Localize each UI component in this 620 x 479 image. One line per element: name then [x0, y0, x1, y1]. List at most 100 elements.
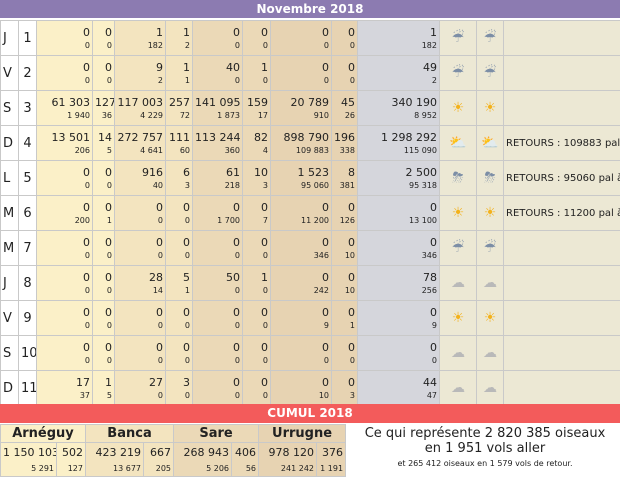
count-cell: 82 4 — [242, 125, 271, 161]
table-row: L 5 0 0 0 0 916 40 6 3 61 218 10 3 1 523 95 060 8 381 2 50… — [0, 160, 620, 196]
count-main: 40 — [226, 60, 240, 74]
count-main: 0 — [348, 270, 355, 284]
count-main: 0 — [183, 305, 190, 319]
total-sub: 2 — [431, 75, 437, 85]
count-main: 0 — [156, 235, 163, 249]
day-note — [503, 335, 620, 371]
count-main: 0 — [348, 200, 355, 214]
count-main: 28 — [149, 270, 163, 284]
sun-rain-icon: ⛈ — [452, 170, 464, 186]
count-sub: 0 — [84, 250, 90, 260]
count-cell: 0 10 — [331, 265, 358, 301]
day-name: V — [0, 55, 19, 91]
daily-table: J 1 0 0 0 0 1 182 1 2 0 0 0 0 0 0 0 0 1 182 ☔ ☔ V 2 0 0 0 0 9 2 1 1 40 0 1… — [0, 20, 620, 406]
cumul-sub: 56 — [245, 463, 257, 473]
sun-cloud-icon: ⛅ — [439, 125, 477, 161]
count-sub: 0 — [157, 355, 163, 365]
count-main: 0 — [105, 340, 112, 354]
count-main: 0 — [322, 25, 329, 39]
table-row: V 2 0 0 0 0 9 2 1 1 40 0 1 0 0 0 0 0 49 2 ☔ ☔ — [0, 55, 620, 91]
count-main: 0 — [261, 25, 268, 39]
table-row: S 3 61 303 1 940 127 36 117 003 4 229 257 72 141 0… — [0, 90, 620, 126]
day-note — [503, 20, 620, 56]
count-main: 141 095 — [195, 95, 241, 109]
count-sub: 3 — [262, 180, 268, 190]
count-sub: 0 — [234, 250, 240, 260]
table-row: 1 150 103 5 291 502 127 423 219 13 677 667 205 2… — [0, 442, 347, 477]
total-cell: 0 13 100 — [357, 195, 440, 231]
count-sub: 3 — [349, 390, 355, 400]
count-sub: 10 — [344, 285, 355, 295]
total-sub: 47 — [426, 390, 437, 400]
count-cell: 113 244 360 — [192, 125, 243, 161]
count-sub: 2 — [184, 40, 190, 50]
day-note: RETOURS : 95060 pal à Urrugne. — [503, 160, 620, 196]
total-cell: 78 256 — [357, 265, 440, 301]
cloud-icon: ☁ — [439, 335, 477, 371]
sun-icon: ☀ — [476, 195, 504, 231]
count-main: 0 — [105, 200, 112, 214]
cumul-sub: 13 677 — [113, 463, 141, 473]
count-cell: 0 200 — [36, 195, 93, 231]
count-sub: 0 — [184, 355, 190, 365]
total-main: 2 500 — [405, 165, 438, 179]
count-main: 0 — [233, 305, 240, 319]
count-cell: 141 095 1 873 — [192, 90, 243, 126]
count-sub: 0 — [84, 285, 90, 295]
count-main: 1 — [261, 270, 268, 284]
total-cell: 1 298 292 115 090 — [357, 125, 440, 161]
count-main: 916 — [142, 165, 163, 179]
count-main: 127 — [95, 95, 115, 109]
count-sub: 0 — [184, 320, 190, 330]
cumul-cell: 502 127 — [56, 442, 86, 477]
count-main: 0 — [348, 305, 355, 319]
table-row: J 8 0 0 0 0 28 14 5 1 50 0 1 0 0 242 0 10 78 256 ☁ ☁ — [0, 265, 620, 301]
count-main: 0 — [83, 60, 90, 74]
cumul-summary: Ce qui représente 2 820 385 oiseaux en 1… — [350, 426, 620, 470]
count-sub: 0 — [106, 355, 112, 365]
day-number: 6 — [18, 195, 37, 231]
day-number: 7 — [18, 230, 37, 266]
count-sub: 17 — [257, 110, 268, 120]
count-sub: 0 — [157, 215, 163, 225]
cumul-main: 667 — [150, 445, 172, 459]
count-cell: 61 303 1 940 — [36, 90, 93, 126]
count-main: 272 757 — [117, 130, 164, 144]
total-main: 0 — [430, 200, 437, 214]
count-main: 0 — [322, 340, 329, 354]
count-sub: 0 — [234, 320, 240, 330]
total-sub: 13 100 — [409, 215, 437, 225]
day-note — [503, 90, 620, 126]
total-sub: 0 — [431, 355, 437, 365]
count-sub: 1 940 — [67, 110, 90, 120]
count-main: 0 — [233, 200, 240, 214]
count-main: 0 — [261, 200, 268, 214]
count-cell: 257 72 — [165, 90, 193, 126]
table-row: D 11 17 37 1 5 27 0 3 0 0 0 0 0 0 10 0 3 44 47 ☁ ☁ — [0, 370, 620, 406]
count-sub: 10 — [318, 390, 329, 400]
cloud-icon: ☁ — [476, 265, 504, 301]
count-sub: 109 883 — [295, 145, 329, 155]
total-cell: 44 47 — [357, 370, 440, 406]
count-sub: 1 — [106, 215, 112, 225]
cumul-cell: 406 56 — [231, 442, 260, 477]
count-main: 0 — [233, 375, 240, 389]
count-main: 0 — [348, 340, 355, 354]
rain-icon: ☔ — [451, 30, 465, 46]
